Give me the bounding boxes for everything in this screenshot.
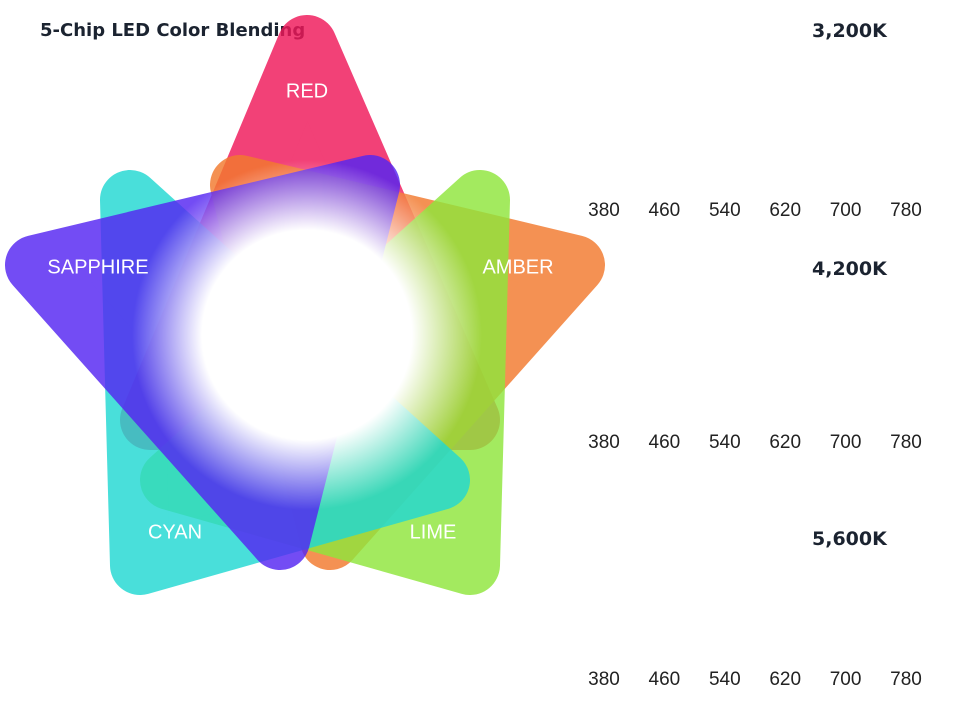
spectrum-chart-2 [0,230,400,432]
wavelength-tick-label: 380 [588,669,620,690]
white-blend-center [132,160,482,510]
chip-label-lime: LIME [409,521,457,544]
wavelength-tick-label: 380 [588,432,620,453]
chip-label-cyan: CYAN [147,521,203,544]
wavelength-tick-label: 540 [708,669,741,690]
wavelength-tick-label: 620 [769,432,802,453]
wavelength-tick-label: 540 [708,432,741,453]
wavelength-tick-label: 700 [829,432,862,453]
wavelength-tick-label: 780 [890,200,922,221]
diagram-title: 5-Chip LED Color Blending [40,20,306,41]
wavelength-tick-label: 540 [708,200,741,221]
spectrum-chart-1 [0,0,400,200]
wavelength-tick-label: 460 [648,432,681,453]
spectrum-chart-3 [0,467,400,669]
wavelength-tick-label: 620 [769,200,802,221]
wavelength-tick-label: 380 [588,200,620,221]
chip-label-sapphire: SAPPHIRE [47,256,149,279]
wavelength-tick-label: 700 [829,200,862,221]
color-temperature-label: 3,200K [812,20,887,42]
chip-label-red: RED [285,80,329,103]
wavelength-tick-label: 780 [890,432,922,453]
wavelength-tick-label: 780 [890,669,922,690]
wavelength-tick-label: 460 [648,669,681,690]
wavelength-tick-label: 700 [829,669,862,690]
chip-label-amber: AMBER [482,256,554,279]
color-temperature-label: 5,600K [812,528,887,550]
wavelength-tick-label: 620 [769,669,802,690]
color-blending-star [5,15,605,595]
wavelength-tick-label: 460 [648,200,681,221]
color-temperature-label: 4,200K [812,258,887,280]
